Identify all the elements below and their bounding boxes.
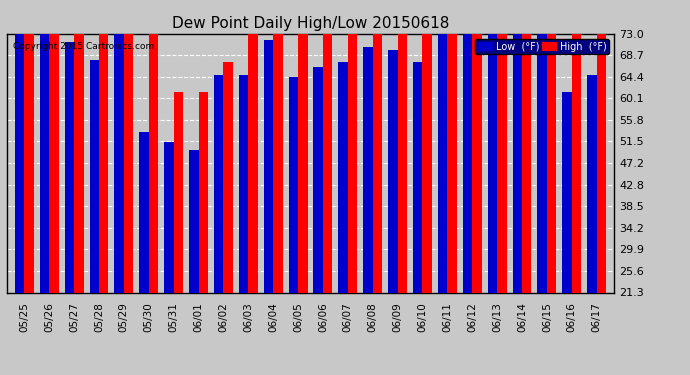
Bar bbox=[199, 92, 208, 292]
Bar bbox=[463, 32, 472, 292]
Bar bbox=[65, 42, 74, 292]
Bar bbox=[587, 75, 597, 292]
Bar bbox=[597, 10, 606, 292]
Bar bbox=[49, 0, 59, 292]
Bar bbox=[513, 0, 522, 292]
Bar bbox=[139, 132, 149, 292]
Bar bbox=[472, 0, 482, 292]
Bar bbox=[438, 32, 447, 292]
Bar bbox=[90, 60, 99, 292]
Bar bbox=[189, 150, 199, 292]
Bar bbox=[149, 0, 158, 292]
Bar bbox=[547, 0, 556, 292]
Bar bbox=[288, 77, 298, 292]
Bar bbox=[422, 0, 432, 292]
Bar bbox=[572, 0, 581, 292]
Bar bbox=[522, 0, 531, 292]
Bar bbox=[74, 0, 83, 292]
Bar bbox=[99, 0, 108, 292]
Bar bbox=[373, 0, 382, 292]
Bar bbox=[115, 17, 124, 292]
Bar bbox=[40, 5, 49, 292]
Text: Copyright 2015 Cartronics.com: Copyright 2015 Cartronics.com bbox=[13, 42, 155, 51]
Bar bbox=[224, 62, 233, 292]
Bar bbox=[397, 0, 407, 292]
Bar bbox=[313, 67, 323, 292]
Bar bbox=[174, 92, 183, 292]
Bar bbox=[348, 0, 357, 292]
Legend: Low  (°F), High  (°F): Low (°F), High (°F) bbox=[475, 39, 609, 54]
Bar bbox=[488, 32, 497, 292]
Bar bbox=[413, 62, 422, 292]
Bar bbox=[24, 0, 34, 292]
Bar bbox=[15, 12, 24, 292]
Bar bbox=[538, 0, 547, 292]
Bar bbox=[124, 0, 133, 292]
Bar bbox=[323, 0, 333, 292]
Bar bbox=[338, 62, 348, 292]
Title: Dew Point Daily High/Low 20150618: Dew Point Daily High/Low 20150618 bbox=[172, 16, 449, 31]
Bar bbox=[248, 0, 258, 292]
Bar bbox=[214, 75, 224, 292]
Bar bbox=[273, 0, 283, 292]
Bar bbox=[388, 50, 397, 292]
Bar bbox=[239, 75, 248, 292]
Bar bbox=[164, 142, 174, 292]
Bar bbox=[264, 40, 273, 292]
Bar bbox=[447, 0, 457, 292]
Bar bbox=[298, 27, 308, 292]
Bar bbox=[363, 47, 373, 292]
Bar bbox=[497, 0, 506, 292]
Bar bbox=[562, 92, 572, 292]
